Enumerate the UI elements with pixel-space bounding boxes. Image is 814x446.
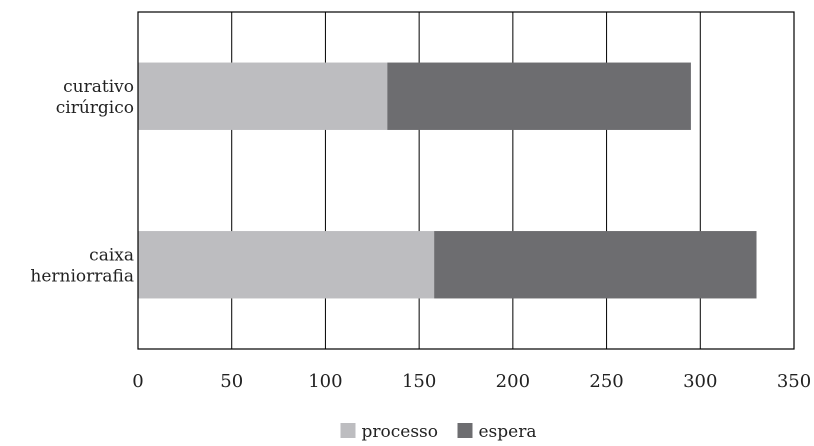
legend: processo espera — [340, 422, 537, 442]
category-label: cirúrgico — [56, 98, 134, 118]
x-tick-label: 200 — [496, 371, 530, 392]
x-tick-label: 350 — [777, 371, 811, 392]
x-tick-label: 50 — [220, 371, 243, 392]
legend-swatch-espera — [457, 423, 473, 438]
bar-processo-1 — [138, 231, 435, 299]
bar-espera-0 — [387, 62, 691, 130]
x-tick-label: 100 — [308, 371, 342, 392]
x-tick-label: 250 — [589, 371, 623, 392]
legend-label-espera: espera — [479, 422, 537, 442]
x-tick-label: 150 — [402, 371, 436, 392]
bar-espera-1 — [434, 231, 757, 299]
category-label: herniorrafia — [30, 266, 134, 286]
x-axis-ticks: 0 50 100 150 200 250 300 350 — [132, 371, 811, 392]
category-label: curativo — [63, 77, 134, 97]
x-tick-label: 300 — [683, 371, 717, 392]
bar-processo-0 — [138, 62, 388, 130]
bars — [138, 62, 757, 299]
category-label: caixa — [89, 245, 134, 265]
x-tick-label: 0 — [132, 371, 143, 392]
legend-label-processo: processo — [362, 422, 439, 442]
legend-swatch-processo — [340, 423, 356, 438]
plot-frame — [137, 11, 795, 350]
